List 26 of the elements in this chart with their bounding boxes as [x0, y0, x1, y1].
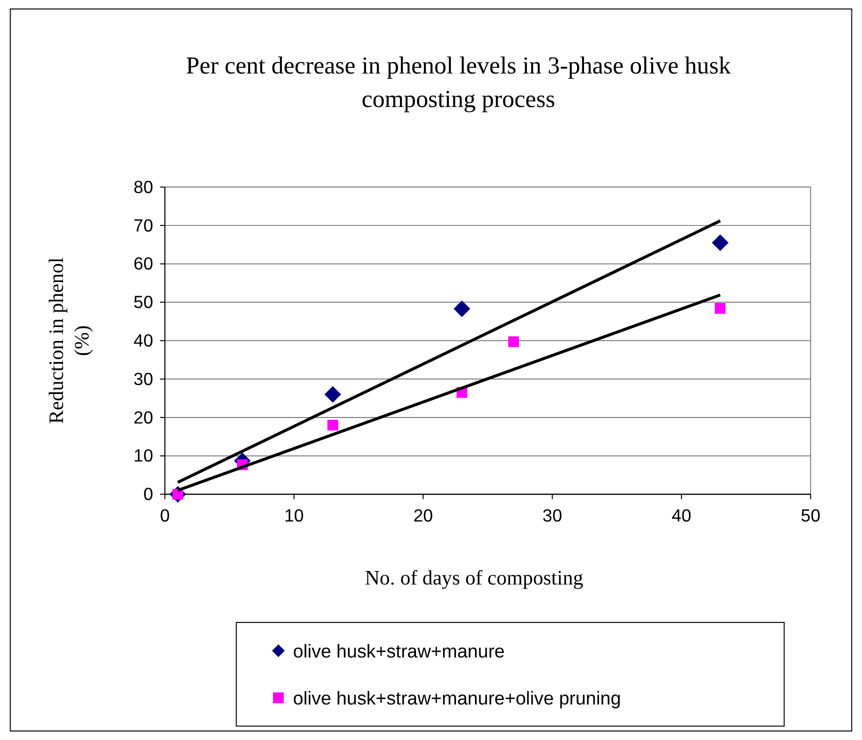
x-tick-label: 10	[284, 506, 304, 526]
x-tick-label: 30	[542, 506, 562, 526]
point	[454, 300, 470, 318]
point	[714, 303, 726, 314]
y-tick-label: 40	[134, 330, 154, 351]
point	[324, 386, 342, 403]
legend-label: olive husk+straw+manure+olive pruning	[293, 688, 621, 709]
y-tick-label: 0	[143, 484, 154, 504]
x-tick-label: 20	[413, 506, 434, 526]
point	[327, 420, 338, 431]
x-tick-label: 50	[800, 506, 821, 526]
chart-title: Per cent decrease in phenol levels in 3-phase olive husk composting process	[186, 52, 732, 113]
y-tick-label: 20	[134, 407, 154, 428]
legend-label: olive husk+straw+manure	[293, 640, 505, 662]
y-tick-label: 10	[134, 446, 154, 466]
x-tick-label: 0	[160, 506, 170, 526]
x-tick-label: 40	[672, 506, 692, 526]
y-tick-label: 80	[134, 176, 154, 197]
point	[712, 234, 729, 252]
y-tick-label: 30	[134, 368, 154, 389]
x-axis-title: No. of days of composting	[364, 567, 584, 590]
y-tick-label: 70	[134, 215, 154, 236]
y-tick-label: 50	[134, 292, 154, 312]
y-tick-label: 60	[134, 254, 154, 274]
y-axis-title: Reduction in phenol (%)	[46, 257, 94, 424]
point	[508, 336, 519, 348]
